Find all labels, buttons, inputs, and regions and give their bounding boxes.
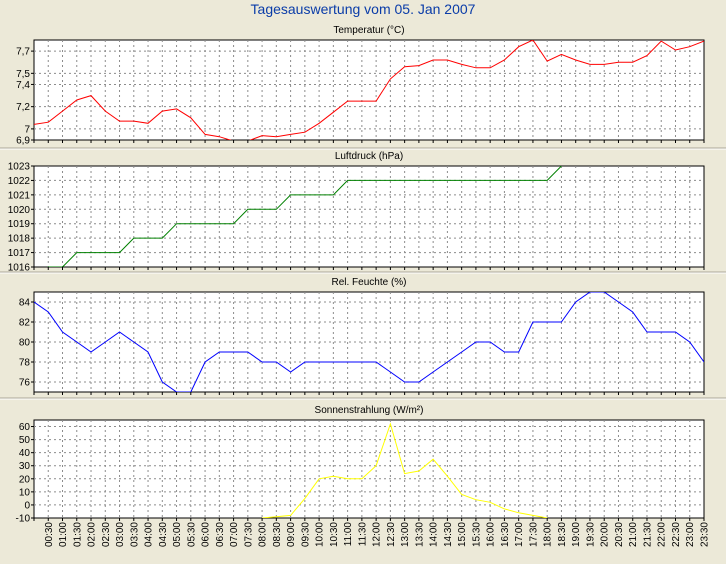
x-tick-label: 12:00	[372, 522, 383, 547]
x-tick-label: 20:30	[614, 522, 625, 547]
x-tick-label: 08:30	[272, 522, 283, 547]
y-tick-label: 1016	[8, 263, 31, 274]
series-line	[34, 40, 704, 140]
x-tick-label: 11:30	[357, 522, 368, 547]
x-tick-label: 18:30	[557, 522, 568, 547]
series-line	[262, 422, 548, 518]
x-tick-label: 13:00	[400, 522, 411, 547]
y-tick-label: 80	[19, 338, 31, 349]
x-tick-label: 13:30	[414, 522, 425, 547]
x-tick-label: 05:00	[172, 522, 183, 547]
panel-2: Luftdruck (hPa) 1016 1017 1018 1019 1020 1021 1…	[0, 151, 726, 274]
x-tick-label: 17:00	[514, 522, 525, 547]
x-tick-label: 06:30	[215, 522, 226, 547]
y-tick-label: 7	[24, 124, 30, 135]
y-tick-label: 6,9	[16, 136, 30, 147]
x-tick-label: 04:30	[158, 522, 169, 547]
x-tick-label: 06:00	[201, 522, 212, 547]
x-tick-label: 23:00	[685, 522, 696, 547]
y-tick-label: 1018	[8, 234, 31, 245]
x-tick-label: 03:00	[115, 522, 126, 547]
x-tick-label: 21:30	[642, 522, 653, 547]
x-tick-label: 15:30	[471, 522, 482, 547]
y-tick-label: 1021	[8, 190, 31, 201]
y-tick-label: 1022	[8, 176, 31, 187]
x-tick-label: 20:00	[600, 522, 611, 547]
x-tick-label: 14:00	[429, 522, 440, 547]
x-tick-label: 19:00	[571, 522, 582, 547]
x-tick-label: 07:00	[229, 522, 240, 547]
y-tick-label: 10	[19, 487, 31, 498]
x-tick-label: 03:30	[129, 522, 140, 547]
y-tick-label: 0	[24, 500, 30, 511]
plot-area	[33, 165, 705, 268]
x-tick-label: 18:00	[543, 522, 554, 547]
y-tick-label: 7,7	[16, 47, 30, 58]
x-tick-label: 11:00	[343, 522, 354, 547]
x-tick-label: 17:30	[528, 522, 539, 547]
y-tick-label: 76	[19, 378, 31, 389]
panel-3: Rel. Feuchte (%) 76 78 80 82 84	[0, 277, 726, 400]
x-tick-label: 22:00	[657, 522, 668, 547]
series-line	[34, 292, 704, 392]
y-tick-label: 40	[19, 448, 31, 459]
x-tick-label: 09:30	[300, 522, 311, 547]
x-tick-label: 16:00	[486, 522, 497, 547]
y-tick-label: 7,5	[16, 69, 30, 80]
x-tick-label: 14:30	[443, 522, 454, 547]
y-tick-label: 7,4	[16, 80, 30, 91]
x-tick-label: 05:30	[186, 522, 197, 547]
panel-title: Rel. Feuchte (%)	[331, 277, 406, 288]
y-tick-label: 30	[19, 461, 31, 472]
x-tick-label: 22:30	[671, 522, 682, 547]
y-tick-label: 60	[19, 422, 31, 433]
panel-title: Sonnenstrahlung (W/m²)	[315, 405, 424, 416]
y-tick-label: 1020	[8, 205, 31, 216]
y-tick-label: 1017	[8, 248, 31, 259]
series-line	[47, 166, 562, 267]
x-tick-label: 15:00	[457, 522, 468, 547]
x-tick-label: 23:30	[700, 522, 711, 547]
y-tick-label: -10	[16, 514, 31, 525]
y-tick-label: 1019	[8, 219, 31, 230]
x-tick-label: 01:30	[72, 522, 83, 547]
y-tick-label: 78	[19, 358, 31, 369]
y-tick-label: 7,2	[16, 102, 30, 113]
y-tick-label: 84	[19, 298, 31, 309]
y-tick-label: 50	[19, 435, 31, 446]
panel-4: Sonnenstrahlung (W/m²) -10 0 10 20 30 40 50 60	[16, 405, 705, 525]
x-tick-label: 16:30	[500, 522, 511, 547]
plot-area	[33, 419, 705, 519]
panel-1: Temperatur (°C) 6,97 7,2 7,47,5 7,7	[0, 25, 726, 150]
x-tick-label: 19:30	[585, 522, 596, 547]
x-tick-label: 02:30	[101, 522, 112, 547]
x-tick-label: 04:00	[144, 522, 155, 547]
y-tick-label: 1023	[8, 162, 31, 173]
x-tick-label: 07:30	[243, 522, 254, 547]
x-tick-label: 01:00	[58, 522, 69, 547]
x-tick-label: 02:00	[87, 522, 98, 547]
plot-area	[33, 39, 705, 141]
x-axis-labels: 00:30 01:00 01:30 02:00 02:30 03:00 03:30 04:00…	[44, 522, 711, 547]
x-tick-label: 12:30	[386, 522, 397, 547]
panel-title: Luftdruck (hPa)	[335, 151, 403, 162]
x-tick-label: 10:00	[315, 522, 326, 547]
x-tick-label: 09:00	[286, 522, 297, 547]
x-tick-label: 08:00	[258, 522, 269, 547]
y-tick-label: 20	[19, 474, 31, 485]
y-tick-label: 82	[19, 318, 31, 329]
panel-title: Temperatur (°C)	[333, 25, 404, 36]
x-tick-label: 21:00	[628, 522, 639, 547]
page-title: Tagesauswertung vom 05. Jan 2007	[250, 1, 476, 17]
x-tick-label: 00:30	[44, 522, 55, 547]
x-tick-label: 10:30	[329, 522, 340, 547]
